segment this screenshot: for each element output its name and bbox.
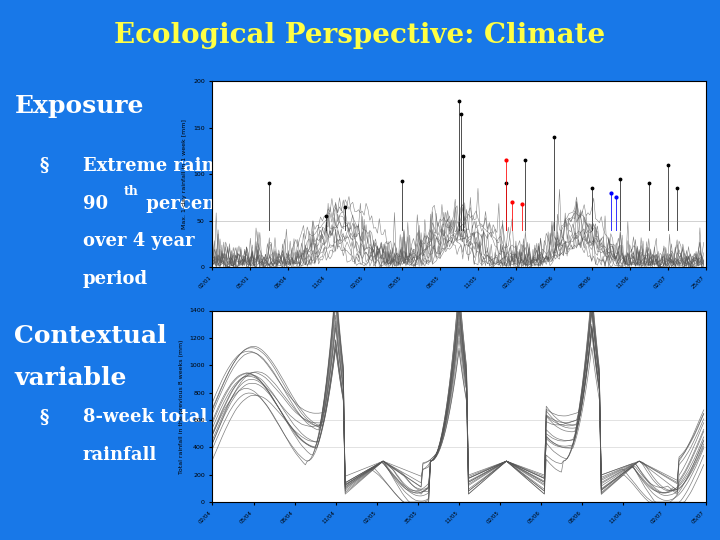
Text: Exposure: Exposure: [14, 94, 144, 118]
Text: §: §: [40, 408, 49, 427]
Text: percentile: percentile: [140, 195, 249, 213]
Y-axis label: Total rainfall in the previous 8 weeks (mm): Total rainfall in the previous 8 weeks (…: [179, 339, 184, 474]
Text: Ecological Perspective: Climate: Ecological Perspective: Climate: [114, 22, 606, 49]
Text: §: §: [40, 157, 49, 175]
Text: th: th: [124, 185, 139, 198]
Text: Extreme rainfall:: Extreme rainfall:: [83, 157, 254, 175]
Text: 8-week total: 8-week total: [83, 408, 207, 427]
Text: rainfall: rainfall: [83, 446, 157, 464]
Text: variable: variable: [14, 366, 127, 390]
Text: over 4 year: over 4 year: [83, 232, 194, 250]
Text: 90: 90: [83, 195, 108, 213]
Text: period: period: [83, 270, 148, 288]
Text: Contextual: Contextual: [14, 324, 167, 348]
Y-axis label: Max. 1-day rainfall in 1 week [mm]: Max. 1-day rainfall in 1 week [mm]: [182, 119, 187, 229]
